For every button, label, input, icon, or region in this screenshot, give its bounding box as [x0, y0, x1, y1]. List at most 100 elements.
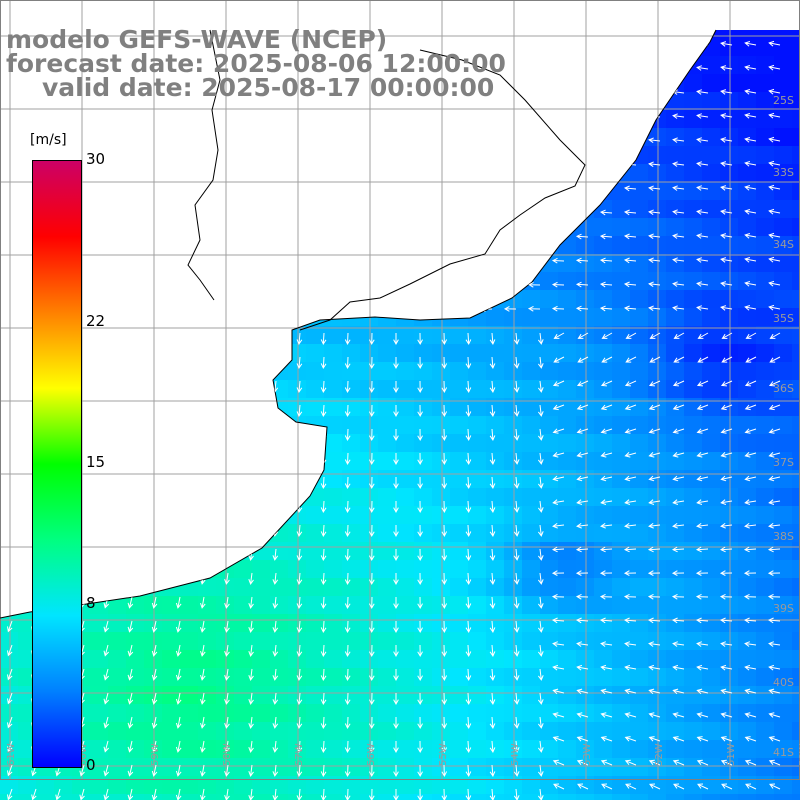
speed-cell: [702, 506, 721, 525]
speed-cell: [180, 452, 199, 471]
speed-cell: [756, 398, 775, 417]
speed-cell: [270, 164, 289, 183]
wind-arrow: [768, 160, 781, 167]
speed-cell: [0, 164, 19, 183]
wind-arrow: [720, 113, 733, 119]
speed-cell: [252, 380, 271, 399]
wind-arrow: [575, 257, 589, 264]
wind-arrow: [465, 404, 472, 418]
speed-cell: [612, 272, 631, 291]
wind-arrow: [552, 688, 565, 695]
wind-arrow: [272, 404, 279, 417]
speed-cell: [756, 74, 775, 93]
wind-arrow: [344, 788, 351, 800]
wind-arrow: [151, 332, 158, 345]
wind-arrow: [393, 357, 399, 370]
wind-arrow: [296, 620, 303, 634]
speed-cell: [288, 254, 307, 273]
speed-cell: [702, 182, 721, 201]
speed-cell: [414, 380, 433, 399]
speed-cell: [612, 776, 631, 795]
wind-arrow: [417, 548, 423, 562]
speed-cell: [414, 146, 433, 165]
wind-arrow: [527, 233, 541, 240]
wind-arrow: [648, 522, 661, 529]
speed-cell: [108, 272, 127, 291]
speed-cell: [666, 308, 685, 327]
speed-cell: [126, 632, 145, 651]
wind-arrow: [175, 404, 182, 417]
speed-cell: [216, 326, 235, 345]
speed-cell: [792, 524, 800, 543]
speed-cell: [270, 362, 289, 381]
wind-arrow: [769, 783, 781, 790]
speed-cell: [468, 380, 487, 399]
speed-cell: [162, 344, 181, 363]
speed-cell: [288, 632, 307, 651]
wind-arrow: [192, 163, 205, 170]
speed-cell: [180, 470, 199, 489]
speed-cell: [0, 776, 19, 795]
speed-cell: [684, 236, 703, 255]
speed-cell: [144, 434, 163, 453]
wind-arrow: [671, 546, 685, 553]
speed-cell: [702, 542, 721, 561]
speed-cell: [468, 650, 487, 669]
wind-arrow: [224, 500, 230, 513]
speed-cell: [630, 704, 649, 723]
speed-cell: [468, 614, 487, 633]
speed-cell: [522, 596, 541, 615]
speed-cell: [450, 758, 469, 777]
speed-cell: [450, 686, 469, 705]
speed-cell: [450, 470, 469, 489]
wind-arrow: [720, 522, 733, 529]
speed-cell: [558, 614, 577, 633]
wind-arrow: [240, 283, 253, 289]
speed-cell: [252, 254, 271, 273]
speed-cell: [414, 290, 433, 309]
speed-cell: [180, 686, 199, 705]
wind-arrow: [768, 184, 781, 191]
speed-cell: [792, 110, 800, 129]
speed-cell: [738, 146, 757, 165]
speed-cell: [594, 794, 613, 800]
wind-arrow: [224, 644, 230, 657]
speed-cell: [396, 218, 415, 237]
speed-cell: [540, 254, 559, 273]
speed-cell: [360, 524, 379, 543]
speed-cell: [288, 578, 307, 597]
speed-cell: [108, 416, 127, 435]
speed-cell: [684, 92, 703, 111]
wind-arrow: [320, 524, 327, 538]
wind-arrow: [744, 428, 757, 434]
speed-cell: [594, 146, 613, 165]
speed-cell: [558, 434, 577, 453]
wind-arrow: [441, 788, 448, 800]
speed-cell: [648, 398, 667, 417]
speed-cell: [414, 128, 433, 147]
wind-arrow: [672, 185, 685, 191]
colorbar-tick-label: 15: [86, 453, 106, 471]
wind-arrow: [720, 380, 733, 387]
speed-cell: [702, 290, 721, 309]
wind-arrow: [537, 500, 544, 513]
speed-cell: [90, 416, 109, 435]
speed-cell: [306, 704, 325, 723]
speed-cell: [252, 416, 271, 435]
speed-cell: [666, 218, 685, 237]
speed-cell: [720, 578, 739, 597]
speed-cell: [288, 668, 307, 687]
speed-cell: [774, 236, 793, 255]
speed-cell: [414, 398, 433, 417]
speed-cell: [396, 776, 415, 795]
speed-cell: [558, 290, 577, 309]
speed-cell: [540, 470, 559, 489]
speed-cell: [522, 722, 541, 741]
speed-cell: [108, 722, 127, 741]
speed-cell: [774, 398, 793, 417]
wind-arrow: [417, 788, 423, 800]
speed-cell: [252, 290, 271, 309]
wind-arrow: [672, 65, 685, 71]
speed-cell: [756, 380, 775, 399]
wind-arrow: [200, 380, 206, 393]
